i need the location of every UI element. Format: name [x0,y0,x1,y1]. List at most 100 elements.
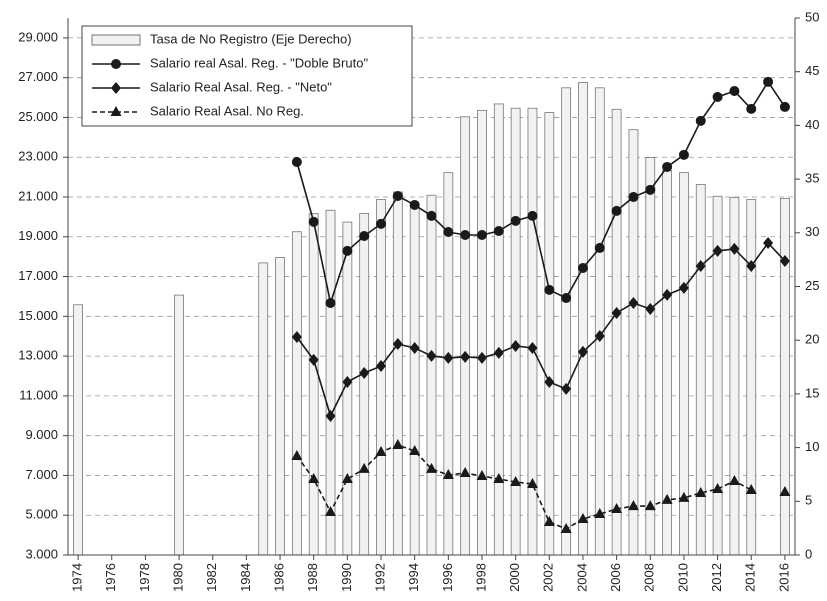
bar [325,209,336,556]
bar [611,108,622,556]
marker [376,360,387,373]
marker [678,149,689,160]
bar [258,262,269,556]
x-tick-label: 1986 [271,563,286,592]
legend-label: Tasa de No Registro (Eje Derecho) [150,31,352,46]
bar [426,194,437,556]
marker [493,226,504,237]
marker [325,506,337,517]
marker [392,191,403,202]
marker [409,444,421,455]
marker [111,82,121,94]
marker [527,341,538,354]
marker [375,445,387,456]
marker [746,260,757,273]
marker [291,331,302,344]
marker [426,349,437,362]
marker [544,375,555,388]
y-tick-label: 29.000 [18,29,58,44]
marker [110,106,122,116]
y2-tick-label: 35 [805,171,819,186]
marker [392,439,404,450]
marker [728,475,740,486]
marker [712,244,723,257]
marker [342,245,353,256]
bar [561,87,572,556]
marker [712,482,724,493]
marker [645,302,656,315]
line [296,241,786,419]
bar [578,82,588,556]
bar [780,198,790,556]
marker [678,281,689,294]
bar [645,157,656,556]
y2-tick-label: 15 [805,385,819,400]
marker [291,449,303,460]
bar [594,87,605,556]
marker [695,486,707,497]
bar [174,294,184,556]
y-tick-label: 17.000 [18,268,58,283]
marker [342,375,353,388]
marker [442,469,454,480]
x-tick-label: 1976 [103,563,118,592]
marker [426,462,437,473]
marker [459,467,471,478]
bar [291,231,302,556]
y-tick-label: 27.000 [18,69,58,84]
y-tick-label: 21.000 [18,188,58,203]
y-tick-label: 9.000 [25,427,58,442]
marker [594,508,606,519]
marker [712,91,723,102]
marker [308,473,320,484]
marker [476,351,487,364]
marker [611,205,622,216]
marker [695,260,706,273]
marker [460,350,471,363]
x-tick-label: 1994 [406,563,421,592]
y-tick-label: 7.000 [25,467,58,482]
line [297,445,785,529]
y-tick-label: 11.000 [19,387,58,402]
marker [779,255,790,268]
marker [460,229,471,240]
marker [493,346,504,359]
bar [376,199,386,556]
marker [543,515,555,526]
marker [561,382,572,395]
marker [476,470,488,481]
x-tick-label: 1996 [440,563,455,592]
bar [73,304,83,556]
marker [662,161,673,172]
y-tick-label: 3.000 [25,546,58,561]
x-tick-label: 1984 [238,563,253,592]
marker [409,341,420,354]
marker [611,306,622,319]
marker [325,409,336,422]
marker [359,230,370,241]
marker [510,339,521,352]
marker [291,156,302,167]
x-tick-label: 2016 [776,563,791,592]
marker [544,284,555,295]
marker [443,351,454,364]
bar [460,116,471,556]
marker [358,462,370,473]
bar [308,213,319,556]
marker [510,215,521,226]
x-tick-label: 1998 [473,563,488,592]
marker [560,522,572,533]
marker [376,218,387,229]
marker [111,59,121,69]
marker [476,229,487,240]
y2-tick-label: 45 [805,63,819,78]
x-tick-label: 2004 [574,563,589,592]
marker [628,192,639,202]
bar [359,213,370,556]
marker [763,236,774,249]
marker [392,337,403,350]
x-tick-label: 1974 [70,563,85,592]
x-tick-label: 2014 [743,563,758,592]
x-tick-label: 1988 [305,563,320,592]
marker [729,242,740,255]
